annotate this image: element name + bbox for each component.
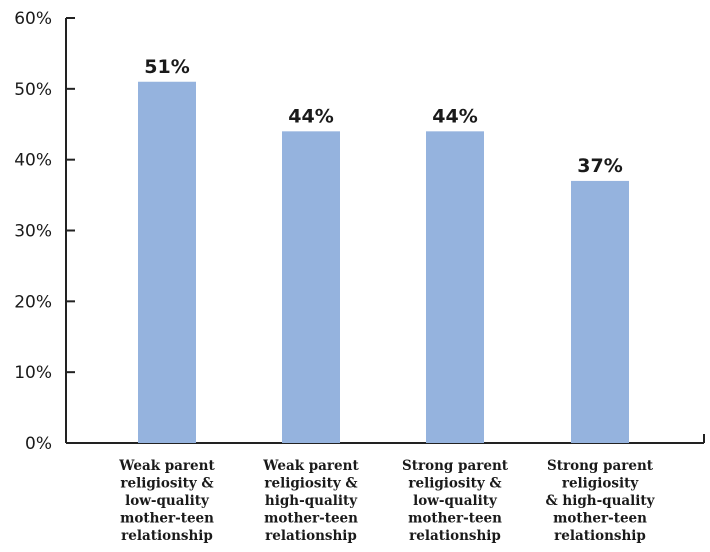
value-label: 51% xyxy=(144,56,189,78)
y-axis-ticks: 0% 10% 20% 30% 40% 50% 60% xyxy=(14,9,75,454)
category-label-line: relationship xyxy=(554,528,646,544)
category-label-line: religiosity & xyxy=(120,476,213,492)
value-label: 44% xyxy=(288,105,333,127)
category-label-line: mother-teen xyxy=(408,511,502,527)
category-label-line: mother-teen xyxy=(553,511,647,527)
category-label-line: low-quality xyxy=(125,493,210,509)
y-tick-label: 0% xyxy=(25,434,52,454)
bar xyxy=(138,81,196,443)
category-label-line: low-quality xyxy=(413,493,498,509)
y-tick-label: 30% xyxy=(14,222,52,242)
category-label-line: religiosity xyxy=(562,476,639,492)
y-tick-label: 60% xyxy=(14,9,52,29)
bars xyxy=(138,81,629,444)
category-label-line: high-quality xyxy=(265,493,358,509)
value-label: 37% xyxy=(577,155,622,177)
y-tick-label: 50% xyxy=(14,80,52,100)
value-labels: 51% 44% 44% 37% xyxy=(144,56,622,177)
y-tick-label: 40% xyxy=(14,151,52,171)
category-label-line: religiosity & xyxy=(408,476,501,492)
category-label: Strong parent religiosity & high-quality mo… xyxy=(545,458,655,544)
bar xyxy=(571,180,629,443)
category-label-line: mother-teen xyxy=(264,511,358,527)
category-label-line: mother-teen xyxy=(120,511,214,527)
x-axis-labels: Weak parent religiosity & low-quality mothe… xyxy=(118,458,655,544)
value-label: 44% xyxy=(432,105,477,127)
category-label: Weak parent religiosity & high-quality moth… xyxy=(262,458,359,544)
category-label-line: Weak parent xyxy=(118,458,215,474)
category-label-line: religiosity & xyxy=(264,476,357,492)
category-label: Strong parent religiosity & low-quality mot… xyxy=(402,458,509,544)
category-label-line: & high-quality xyxy=(545,493,655,509)
bar xyxy=(282,131,340,444)
category-label-line: Strong parent xyxy=(547,458,654,474)
category-label-line: relationship xyxy=(265,528,357,544)
category-label-line: Strong parent xyxy=(402,458,509,474)
category-label-line: relationship xyxy=(121,528,213,544)
category-label: Weak parent religiosity & low-quality mothe… xyxy=(118,458,215,544)
y-tick-label: 10% xyxy=(14,363,52,383)
bar xyxy=(426,131,484,444)
y-tick-label: 20% xyxy=(14,292,52,312)
category-label-line: relationship xyxy=(409,528,501,544)
category-label-line: Weak parent xyxy=(262,458,359,474)
